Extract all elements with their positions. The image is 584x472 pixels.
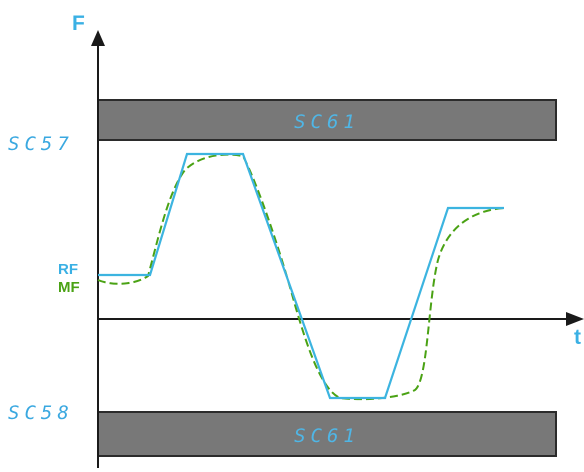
y-axis-arrowhead [91, 30, 105, 46]
mf-curve [97, 153, 505, 401]
rf-curve [98, 152, 504, 400]
x-axis-arrowhead [566, 312, 584, 326]
rf-label: RF [58, 261, 78, 278]
lower-limit-band [97, 411, 557, 457]
upper-band-label: SC61 [294, 111, 360, 133]
mf-label: MF [58, 279, 80, 296]
lower-level-label: SC58 [8, 402, 74, 424]
upper-level-label: SC57 [8, 133, 74, 155]
x-axis-label: t [574, 326, 581, 349]
lower-band-label: SC61 [294, 425, 360, 447]
y-axis-label: F [72, 12, 85, 35]
